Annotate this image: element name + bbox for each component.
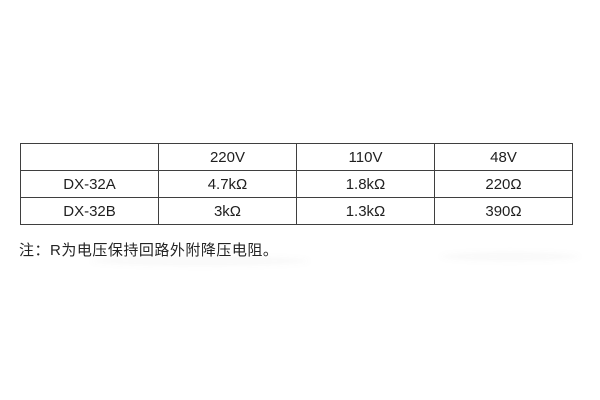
resistance-value: 1.8kΩ — [296, 170, 435, 198]
col-header-110v: 110V — [296, 143, 435, 171]
row-label-dx-32a: DX-32A — [20, 170, 159, 198]
resistance-value: 1.3kΩ — [296, 197, 435, 225]
resistance-value: 220Ω — [434, 170, 573, 198]
resistance-spec-table: 220V 110V 48V DX-32A 4.7kΩ 1.8kΩ 220Ω DX… — [20, 143, 573, 225]
watermark-smudge — [440, 252, 580, 261]
row-label-dx-32b: DX-32B — [20, 197, 159, 225]
table-row: DX-32B 3kΩ 1.3kΩ 390Ω — [20, 197, 573, 225]
col-header-220v: 220V — [158, 143, 297, 171]
corner-cell — [20, 143, 159, 171]
resistance-value: 390Ω — [434, 197, 573, 225]
resistance-value: 3kΩ — [158, 197, 297, 225]
table-header-row: 220V 110V 48V — [20, 143, 573, 171]
table-row: DX-32A 4.7kΩ 1.8kΩ 220Ω — [20, 170, 573, 198]
col-header-48v: 48V — [434, 143, 573, 171]
footnote: 注：R为电压保持回路外附降压电阻。 — [19, 242, 279, 259]
resistance-value: 4.7kΩ — [158, 170, 297, 198]
